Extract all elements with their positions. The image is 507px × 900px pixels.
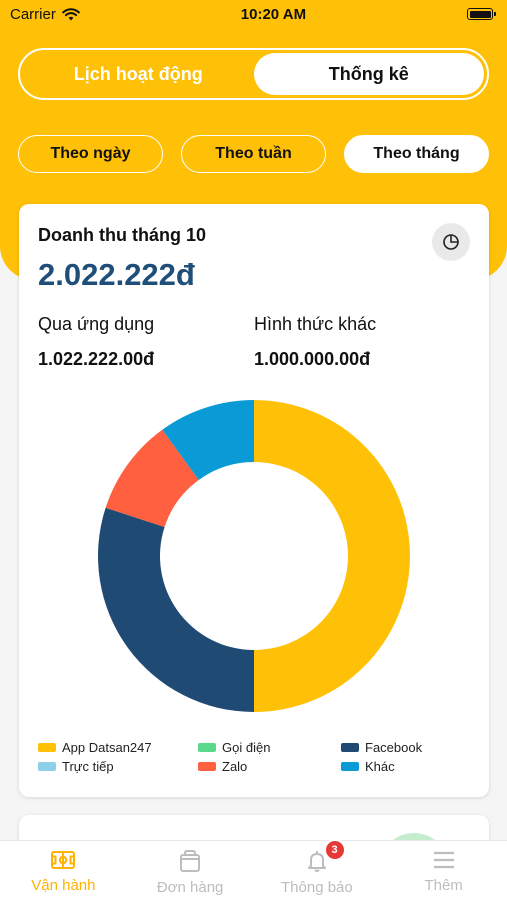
stadium-icon <box>51 851 76 869</box>
carrier-group: Carrier <box>10 6 80 23</box>
period-filter: Theo ngày Theo tuần Theo tháng <box>18 135 489 173</box>
bag-icon <box>180 850 201 872</box>
via-app-label: Qua ứng dụng <box>38 314 155 334</box>
legend-label: Zalo <box>222 759 248 774</box>
tab-notifications-label: Thông báo <box>281 879 353 896</box>
legend-label: Gọi điện <box>222 740 271 755</box>
filter-by-month-button[interactable]: Theo tháng <box>344 135 489 173</box>
other-method-label: Hình thức khác <box>254 314 377 334</box>
legend-label: Facebook <box>365 740 423 755</box>
legend-label: Trực tiếp <box>62 759 114 774</box>
wifi-icon <box>62 7 80 20</box>
tab-activity-schedule[interactable]: Lịch hoạt động <box>73 63 203 84</box>
donut-slice-facebook <box>98 507 254 712</box>
carrier-label: Carrier <box>10 5 56 23</box>
tab-notifications[interactable]: 3 Thông báo <box>254 839 381 900</box>
legend-item: Facebook <box>341 740 471 755</box>
tab-more[interactable]: Thêm <box>380 841 507 900</box>
other-method-value: 1.000.000.00đ <box>254 349 371 369</box>
legend-swatch <box>341 743 359 752</box>
legend-item: Trực tiếp <box>38 759 198 774</box>
menu-icon <box>433 851 454 869</box>
legend-swatch <box>38 762 56 771</box>
legend-label: App Datsan247 <box>62 740 152 755</box>
revenue-card: Doanh thu tháng 10 2.022.222đ Qua ứng dụ… <box>19 204 489 797</box>
via-app-column: Qua ứng dụng 1.022.222.00đ <box>38 314 154 370</box>
revenue-donut-chart <box>98 400 410 712</box>
bottom-tab-bar: Vận hành Đơn hàng 3 Thông báo Thêm <box>0 839 507 900</box>
tab-operations-label: Vận hành <box>31 877 96 894</box>
tab-operations[interactable]: Vận hành <box>0 841 127 900</box>
battery-icon <box>467 8 496 20</box>
chart-legend: App Datsan247 Gọi điện Facebook Trực tiếp Za… <box>38 740 478 774</box>
legend-item: Gọi điện <box>198 740 341 755</box>
legend-swatch <box>198 762 216 771</box>
view-segmented-control: Lịch hoạt động Thống kê <box>18 48 489 100</box>
tab-orders-label: Đơn hàng <box>156 879 224 896</box>
legend-item: Zalo <box>198 759 341 774</box>
donut-slice-app-datsan247 <box>254 400 410 712</box>
other-method-column: Hình thức khác 1.000.000.00đ <box>254 314 376 370</box>
bell-icon <box>307 851 326 872</box>
legend-swatch <box>38 743 56 752</box>
legend-item: Khác <box>341 759 471 774</box>
donut-slice-zalo <box>105 429 199 527</box>
donut-slice-kh-c <box>162 400 254 480</box>
chart-toggle-button[interactable] <box>432 223 470 261</box>
filter-by-week-button[interactable]: Theo tuần <box>181 135 326 173</box>
legend-swatch <box>341 762 359 771</box>
tab-orders[interactable]: Đơn hàng <box>127 841 254 900</box>
status-bar: Carrier 10:20 AM <box>0 0 507 28</box>
via-app-value: 1.022.222.00đ <box>38 349 155 369</box>
legend-item: App Datsan247 <box>38 740 198 755</box>
revenue-title: Doanh thu tháng 10 <box>38 225 206 245</box>
tab-more-label: Thêm <box>424 877 463 894</box>
status-time: 10:20 AM <box>240 5 307 23</box>
tab-statistics[interactable]: Thống kê <box>253 53 484 95</box>
legend-swatch <box>198 743 216 752</box>
notification-badge: 3 <box>323 839 346 861</box>
revenue-total: 2.022.222đ <box>38 257 195 292</box>
legend-label: Khác <box>365 759 395 774</box>
pie-chart-icon <box>443 234 459 250</box>
filter-by-day-button[interactable]: Theo ngày <box>18 135 163 173</box>
